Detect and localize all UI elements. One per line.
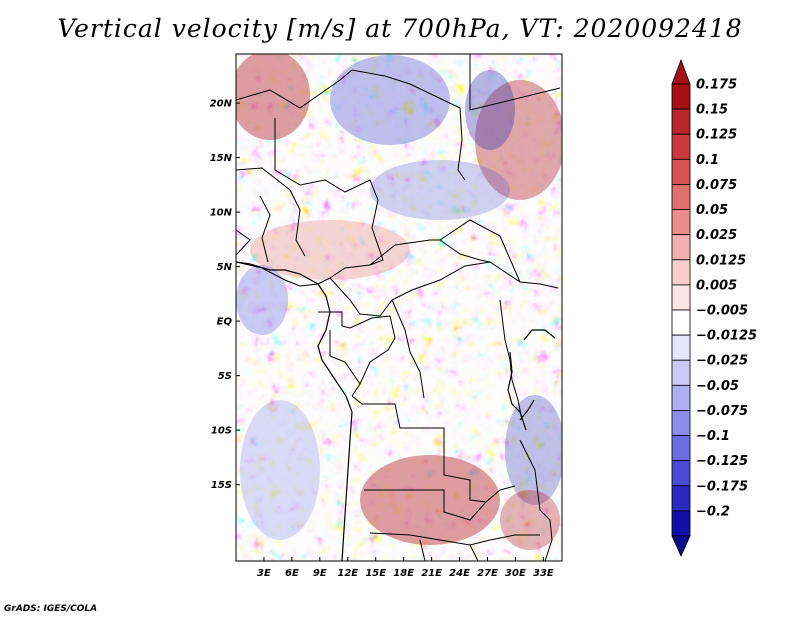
colorbar-label: 0.005 <box>696 278 737 293</box>
lon-tick-label: 6E <box>285 568 299 579</box>
colorbar-label: −0.025 <box>696 354 748 369</box>
colorbar-swatch <box>671 410 691 436</box>
colorbar-label: 0.175 <box>696 78 737 93</box>
colorbar: 0.175 0.15 0.125 0.1 0.075 0.05 0.025 0.0125 0.0… <box>671 58 757 557</box>
colorbar-label: 0.075 <box>696 178 737 193</box>
country-borders <box>236 54 561 561</box>
lon-tick-label: 3E <box>257 568 271 579</box>
lon-tick-label: 18E <box>393 568 414 579</box>
latitude-axis: 20N 15N 10N 5N EQ 5S 10S 15S <box>210 99 240 491</box>
colorbar-label: 0.025 <box>696 228 737 243</box>
lat-tick-label: 5S <box>218 371 232 382</box>
colorbar-label: −0.075 <box>696 404 748 419</box>
colorbar-swatch <box>671 284 691 311</box>
colorbar-swatch <box>671 359 691 386</box>
colorbar-swatch <box>671 485 691 512</box>
colorbar-swatch <box>671 83 691 110</box>
colorbar-swatch <box>671 435 691 462</box>
coastline <box>236 261 556 561</box>
colorbar-swatch <box>671 384 691 411</box>
lat-tick-label: EQ <box>217 317 233 328</box>
colorbar-label: 0.125 <box>696 128 737 143</box>
vertical-velocity-field <box>236 54 562 561</box>
lon-tick-label: 24E <box>449 568 470 579</box>
lat-tick-label: 10N <box>210 208 233 219</box>
lat-tick-label: 15S <box>211 480 232 491</box>
colorbar-label: 0.1 <box>696 153 719 168</box>
colorbar-label: −0.175 <box>696 479 748 494</box>
colorbar-swatch <box>671 259 691 286</box>
colorbar-label: 0.05 <box>696 203 728 218</box>
colorbar-label: −0.2 <box>696 504 730 519</box>
lat-tick-label: 15N <box>210 153 233 164</box>
colorbar-swatch <box>671 334 691 361</box>
chart-title: Vertical velocity [m/s] at 700hPa, VT: 2… <box>57 14 743 43</box>
colorbar-label: −0.05 <box>696 379 739 394</box>
lon-tick-label: 27E <box>477 568 498 579</box>
lat-tick-label: 10S <box>211 426 232 437</box>
colorbar-swatch <box>671 133 691 160</box>
lat-tick-label: 5N <box>217 262 233 273</box>
lon-tick-label: 21E <box>421 568 442 579</box>
colorbar-top-arrow <box>671 58 691 85</box>
colorbar-label: 0.15 <box>696 103 728 118</box>
colorbar-label: −0.0125 <box>696 329 757 344</box>
colorbar-bottom-arrow <box>671 535 691 557</box>
colorbar-swatch <box>671 309 691 336</box>
colorbar-label: −0.005 <box>696 304 748 319</box>
lon-tick-label: 33E <box>533 568 554 579</box>
colorbar-swatch <box>671 510 691 537</box>
colorbar-swatch <box>671 234 691 261</box>
colorbar-label: −0.125 <box>696 454 748 469</box>
colorbar-swatch <box>671 158 691 185</box>
colorbar-label: 0.0125 <box>696 253 746 268</box>
lon-tick-label: 12E <box>337 568 358 579</box>
colorbar-swatch <box>671 108 691 135</box>
longitude-axis: 3E 6E 9E 12E 15E 18E 21E 24E 27E 30E 33E <box>257 557 554 579</box>
lon-tick-label: 15E <box>365 568 386 579</box>
plot-frame <box>235 53 563 562</box>
colorbar-swatch <box>671 209 691 236</box>
colorbar-swatch <box>671 184 691 210</box>
lon-tick-label: 9E <box>313 568 327 579</box>
lat-tick-label: 20N <box>210 99 233 110</box>
lon-tick-label: 30E <box>505 568 526 579</box>
colorbar-swatch <box>671 460 691 487</box>
credit-label: GrADS: IGES/COLA <box>4 604 98 614</box>
colorbar-label: −0.1 <box>696 429 730 444</box>
